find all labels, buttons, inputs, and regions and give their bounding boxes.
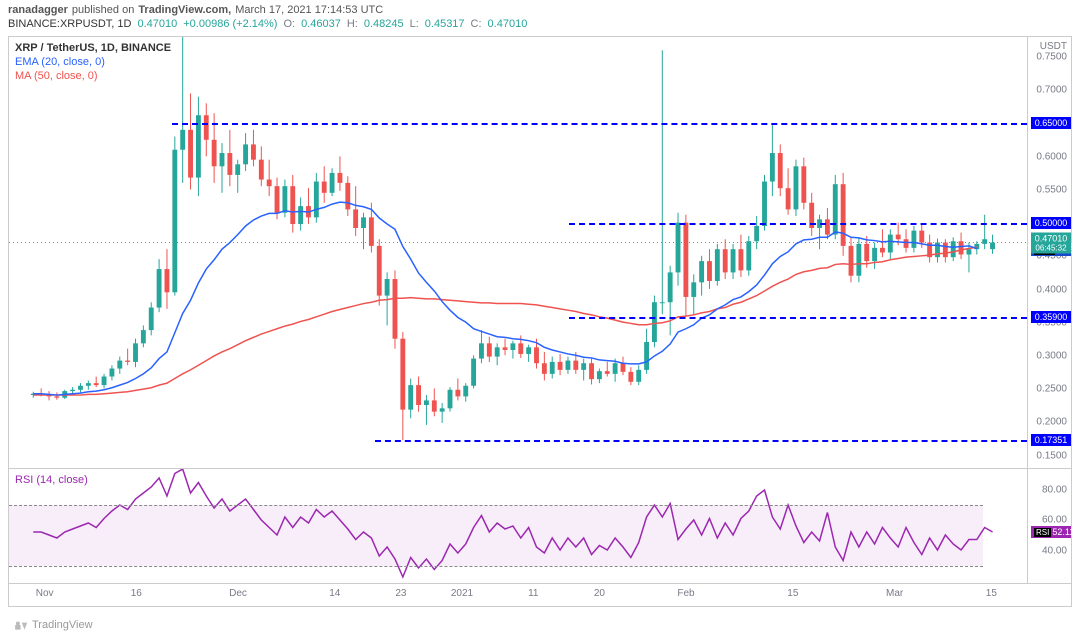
rsi-band-edge bbox=[9, 505, 983, 506]
price-y-tick: 0.2000 bbox=[1036, 417, 1067, 428]
time-tick: 15 bbox=[986, 588, 997, 599]
time-tick: 16 bbox=[131, 588, 142, 599]
time-axis[interactable]: Nov 16 Dec 14 23 2021 11 20 Feb 15 Mar 15 bbox=[9, 584, 1071, 606]
close-val: 0.47010 bbox=[488, 18, 528, 30]
price-legend: XRP / TetherUS, 1D, BINANCE EMA (20, clo… bbox=[15, 41, 171, 83]
price-pane[interactable]: XRP / TetherUS, 1D, BINANCE EMA (20, clo… bbox=[9, 37, 1071, 469]
horiz-line-tag: 0.35900 bbox=[1031, 311, 1071, 323]
price-y-tick: 0.3000 bbox=[1036, 351, 1067, 362]
horiz-support-line[interactable] bbox=[375, 440, 1027, 442]
time-tick: 20 bbox=[594, 588, 605, 599]
rsi-y-tick: 60.00 bbox=[1042, 515, 1067, 526]
rsi-y-axis[interactable]: 40.00 60.00 80.00 RSI52.11 bbox=[1027, 469, 1071, 583]
publish-date: March 17, 2021 17:14:53 UTC bbox=[235, 4, 383, 16]
symbol: BINANCE:XRPUSDT, 1D bbox=[8, 18, 131, 30]
time-tick: Dec bbox=[229, 588, 247, 599]
price-y-tick: 0.7500 bbox=[1036, 51, 1067, 62]
price-y-tick: 0.4000 bbox=[1036, 284, 1067, 295]
time-tick: Feb bbox=[677, 588, 694, 599]
tv-footer-text: TradingView bbox=[32, 619, 93, 631]
symbol-line: BINANCE:XRPUSDT, 1D 0.47010 +0.00986 (+2… bbox=[0, 18, 1080, 34]
publisher-name: ranadagger bbox=[8, 4, 68, 16]
change: +0.00986 (+2.14%) bbox=[183, 18, 277, 30]
horiz-line-tag: 0.65000 bbox=[1031, 117, 1071, 129]
rsi-band-edge bbox=[9, 566, 983, 567]
time-tick: 23 bbox=[395, 588, 406, 599]
publish-header: ranadagger published on TradingView.com,… bbox=[0, 0, 1080, 18]
price-axis-tag: 0.4701006:45:32 bbox=[1031, 232, 1071, 253]
publish-verb: published on bbox=[72, 4, 134, 16]
legend-ema: EMA (20, close, 0) bbox=[15, 55, 171, 69]
high-val: 0.48245 bbox=[364, 18, 404, 30]
price-y-tick: 0.7000 bbox=[1036, 85, 1067, 96]
horiz-support-line[interactable] bbox=[172, 123, 1027, 125]
horiz-line-tag: 0.17351 bbox=[1031, 434, 1071, 446]
chart-container: XRP / TetherUS, 1D, BINANCE EMA (20, clo… bbox=[8, 36, 1072, 607]
time-tick: 14 bbox=[329, 588, 340, 599]
price-y-tick: 0.5500 bbox=[1036, 184, 1067, 195]
rsi-y-tick: 80.00 bbox=[1042, 485, 1067, 496]
horiz-line-tag: 0.50000 bbox=[1031, 217, 1071, 229]
legend-ma: MA (50, close, 0) bbox=[15, 69, 171, 83]
low-val: 0.45317 bbox=[425, 18, 465, 30]
open-val: 0.46037 bbox=[301, 18, 341, 30]
tv-footer: TradingView bbox=[14, 618, 93, 632]
tradingview-logo-icon bbox=[14, 618, 28, 632]
price-y-tick: 0.2500 bbox=[1036, 384, 1067, 395]
time-tick: Mar bbox=[886, 588, 903, 599]
low-label: L: bbox=[410, 18, 419, 30]
time-tick: Nov bbox=[36, 588, 54, 599]
time-tick: 11 bbox=[528, 588, 538, 599]
price-y-tick: 0.1500 bbox=[1036, 450, 1067, 461]
legend-title: XRP / TetherUS, 1D, BINANCE bbox=[15, 41, 171, 55]
axis-unit: USDT bbox=[1040, 41, 1067, 52]
rsi-y-tick: 40.00 bbox=[1042, 545, 1067, 556]
close-label: C: bbox=[471, 18, 482, 30]
rsi-pane[interactable]: RSI (14, close) 40.00 60.00 80.00 RSI52.11 bbox=[9, 469, 1071, 584]
publish-site: TradingView.com, bbox=[138, 4, 231, 16]
price-plot[interactable] bbox=[9, 37, 1027, 468]
rsi-current-tag: RSI52.11 bbox=[1031, 526, 1071, 538]
rsi-legend: RSI (14, close) bbox=[15, 473, 88, 487]
price-svg bbox=[9, 37, 1027, 468]
time-tick: 2021 bbox=[451, 588, 473, 599]
rsi-plot[interactable] bbox=[9, 469, 1027, 583]
last-price: 0.47010 bbox=[137, 18, 177, 30]
high-label: H: bbox=[347, 18, 358, 30]
horiz-support-line[interactable] bbox=[569, 317, 1027, 319]
price-y-axis[interactable]: USDT 0.15000.20000.25000.30000.35000.400… bbox=[1027, 37, 1071, 468]
open-label: O: bbox=[283, 18, 295, 30]
horiz-support-line[interactable] bbox=[569, 223, 1027, 225]
time-tick: 15 bbox=[787, 588, 798, 599]
legend-rsi: RSI (14, close) bbox=[15, 473, 88, 487]
price-y-tick: 0.6000 bbox=[1036, 151, 1067, 162]
